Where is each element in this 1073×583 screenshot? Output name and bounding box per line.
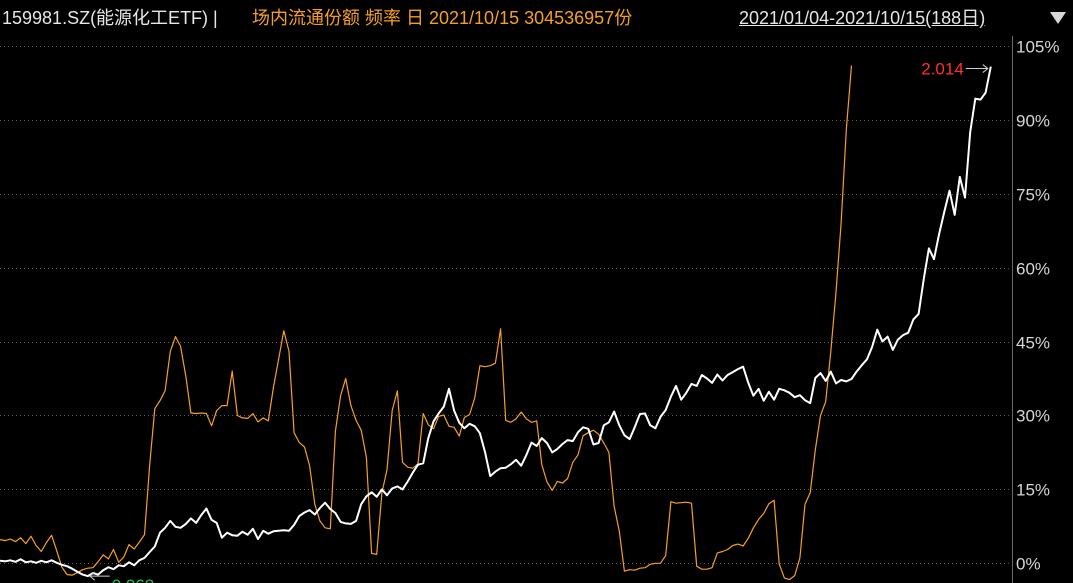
- y-tick-label: 15%: [1016, 481, 1050, 500]
- max-arrow-icon: [982, 64, 989, 73]
- y-tick-label: 90%: [1016, 112, 1050, 131]
- series-lines: [0, 65, 992, 581]
- date-range-selector[interactable]: 2021/01/04-2021/10/15(188日): [739, 8, 986, 28]
- indicator-info-label: 场内流通份额 频率 日 2021/10/15 304536957份: [252, 8, 633, 28]
- grid-lines: [0, 36, 1013, 583]
- price-line: [0, 66, 992, 578]
- max-value-label: 2.014: [921, 60, 964, 79]
- min-value-label: 0.968: [112, 576, 155, 583]
- security-code-label: 159981.SZ(能源化工ETF) |: [2, 8, 218, 28]
- y-tick-label: 45%: [1016, 334, 1050, 353]
- extreme-markers: 2.014 0.968: [88, 60, 989, 583]
- shares-line: [0, 65, 853, 581]
- min-arrow-icon: [88, 571, 96, 581]
- triangle-down-icon[interactable]: [1050, 12, 1066, 24]
- chart-header: 159981.SZ(能源化工ETF) | 场内流通份额 频率 日 2021/10…: [0, 0, 1073, 36]
- y-tick-label: 30%: [1016, 407, 1050, 426]
- y-tick-label: 105%: [1016, 38, 1059, 57]
- y-tick-label: 0%: [1016, 555, 1041, 574]
- y-axis-ticks: 105% 90% 75% 60% 45% 30% 15% 0%: [1016, 38, 1059, 574]
- y-tick-label: 75%: [1016, 186, 1050, 205]
- y-tick-label: 60%: [1016, 260, 1050, 279]
